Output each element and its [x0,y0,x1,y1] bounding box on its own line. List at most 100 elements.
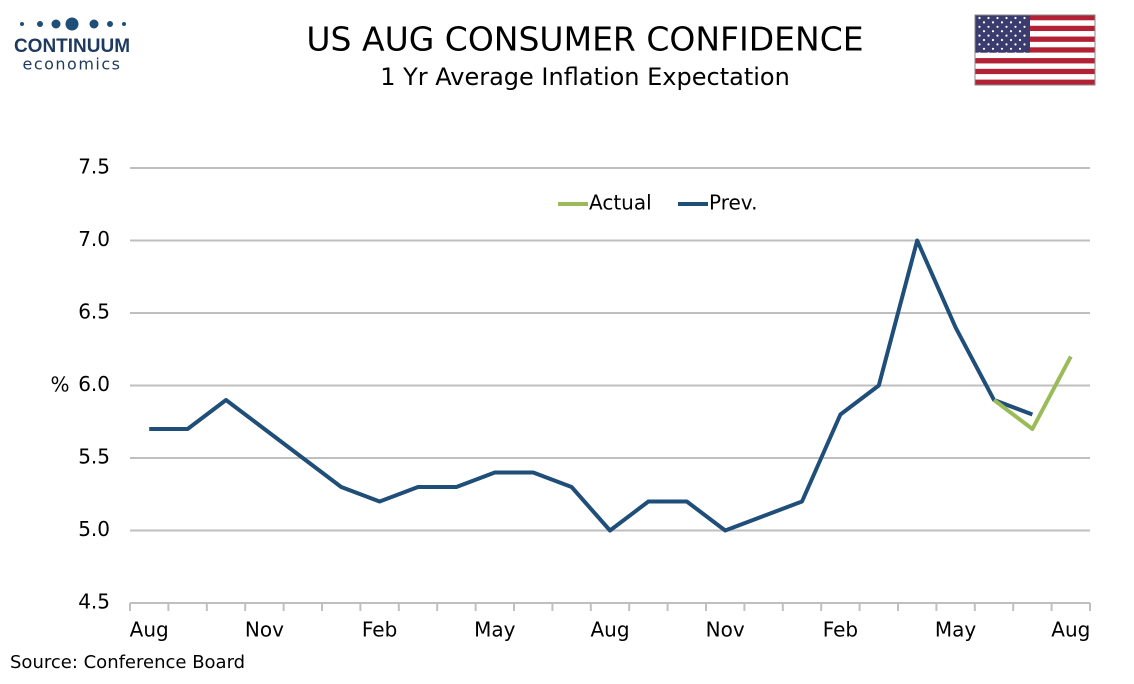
flag-star [1000,21,1004,24]
y-axis-label: % [50,373,69,397]
flag-star [987,25,990,28]
flag-stripe [975,79,1095,85]
x-tick-label: Feb [823,618,858,642]
flag-star [1009,47,1013,50]
legend-label: Actual [589,191,652,215]
x-tick-label: Feb [362,618,397,642]
flag-stripe [975,36,1095,42]
logo-dot [65,17,79,31]
y-tick-label: 5.5 [78,445,110,469]
flag-star [982,21,986,24]
flag-star [1023,52,1026,55]
y-tick-label: 5.0 [78,517,110,541]
y-tick-label: 4.5 [78,590,110,614]
flag-star [996,25,999,28]
flag-star [1023,43,1026,46]
logo-dot [122,22,126,26]
source: Source: Conference Board [10,652,245,673]
flag-star [1005,43,1008,46]
x-tick-label: Aug [130,618,169,642]
x-tick-label: May [935,618,977,642]
flag-stripe [975,41,1095,48]
x-tick-label: May [474,618,516,642]
x-tick-label: Nov [706,618,745,642]
flag-star [1018,30,1022,33]
flag-stripe [975,74,1095,80]
flag-star [991,38,995,42]
flag-star [996,43,999,46]
flag-stripe [975,25,1095,32]
flag-stripe [975,68,1095,75]
flag-star [978,16,981,20]
flag-star [987,52,990,55]
x-tick-label: Aug [1051,618,1090,642]
flag-stripe [975,52,1095,59]
flag-star [978,25,981,28]
flag-star [1014,34,1017,37]
flag-star [1018,38,1022,42]
flag-star [1005,34,1008,37]
flag-star [991,30,995,33]
y-tick-label: 7.0 [78,227,110,251]
logo-dot [37,21,43,27]
flag-star [1009,21,1013,24]
chart-subtitle: 1 Yr Average Inflation Expectation [380,63,790,91]
flag-star [978,52,981,55]
flag-star [982,38,986,42]
flag-star [996,16,999,20]
flag-star [1005,16,1008,20]
logo-dot [20,22,24,26]
flag-star [1014,16,1017,20]
flag-star [1018,21,1022,24]
flag-star [982,47,986,50]
flag-star [1023,25,1026,28]
flag-stripe [975,20,1095,26]
logo-name: CONTINUUM [14,36,130,57]
logo-tagline: economics [22,55,121,74]
y-tick-label: 6.0 [78,372,110,396]
flag-star [1018,47,1022,50]
flag-star [1009,30,1013,33]
flag-stripe [975,31,1095,37]
flag-star [978,34,981,37]
flag-star [1023,16,1026,20]
flag-star [1023,34,1026,37]
flag-star [1005,25,1008,28]
flag-border [974,14,1096,86]
logo-dot [51,19,61,29]
legend-label: Prev. [709,191,757,215]
logo-dot [89,19,99,29]
flag-stripe [975,47,1095,53]
flag-star [996,34,999,37]
flag-star [987,34,990,37]
flag-star [991,21,995,24]
y-tick-label: 7.5 [78,155,110,179]
flag-star [1000,30,1004,33]
flag-star [987,16,990,20]
line [992,355,1073,431]
logo: CONTINUUM economics [14,17,130,74]
y-tick-label: 6.5 [78,300,110,324]
flag-star [1000,47,1004,50]
flag [974,14,1096,86]
flag-star [1009,38,1013,42]
flag-star [987,43,990,46]
flag-star [1000,38,1004,42]
flag-star [1014,52,1017,55]
flag-canton [975,15,1030,53]
flag-star [1005,52,1008,55]
line [149,238,1034,533]
flag-stripe [975,15,1095,21]
x-tick-label: Aug [590,618,629,642]
chart-title: US AUG CONSUMER CONFIDENCE [306,20,863,59]
flag-stripe [975,63,1095,69]
flag-star [1014,25,1017,28]
flag-star [978,43,981,46]
flag-star [991,47,995,50]
flag-star [982,30,986,33]
logo-dot [107,21,113,27]
flag-star [1014,43,1017,46]
x-tick-label: Nov [245,618,284,642]
flag-stripe [975,58,1095,64]
